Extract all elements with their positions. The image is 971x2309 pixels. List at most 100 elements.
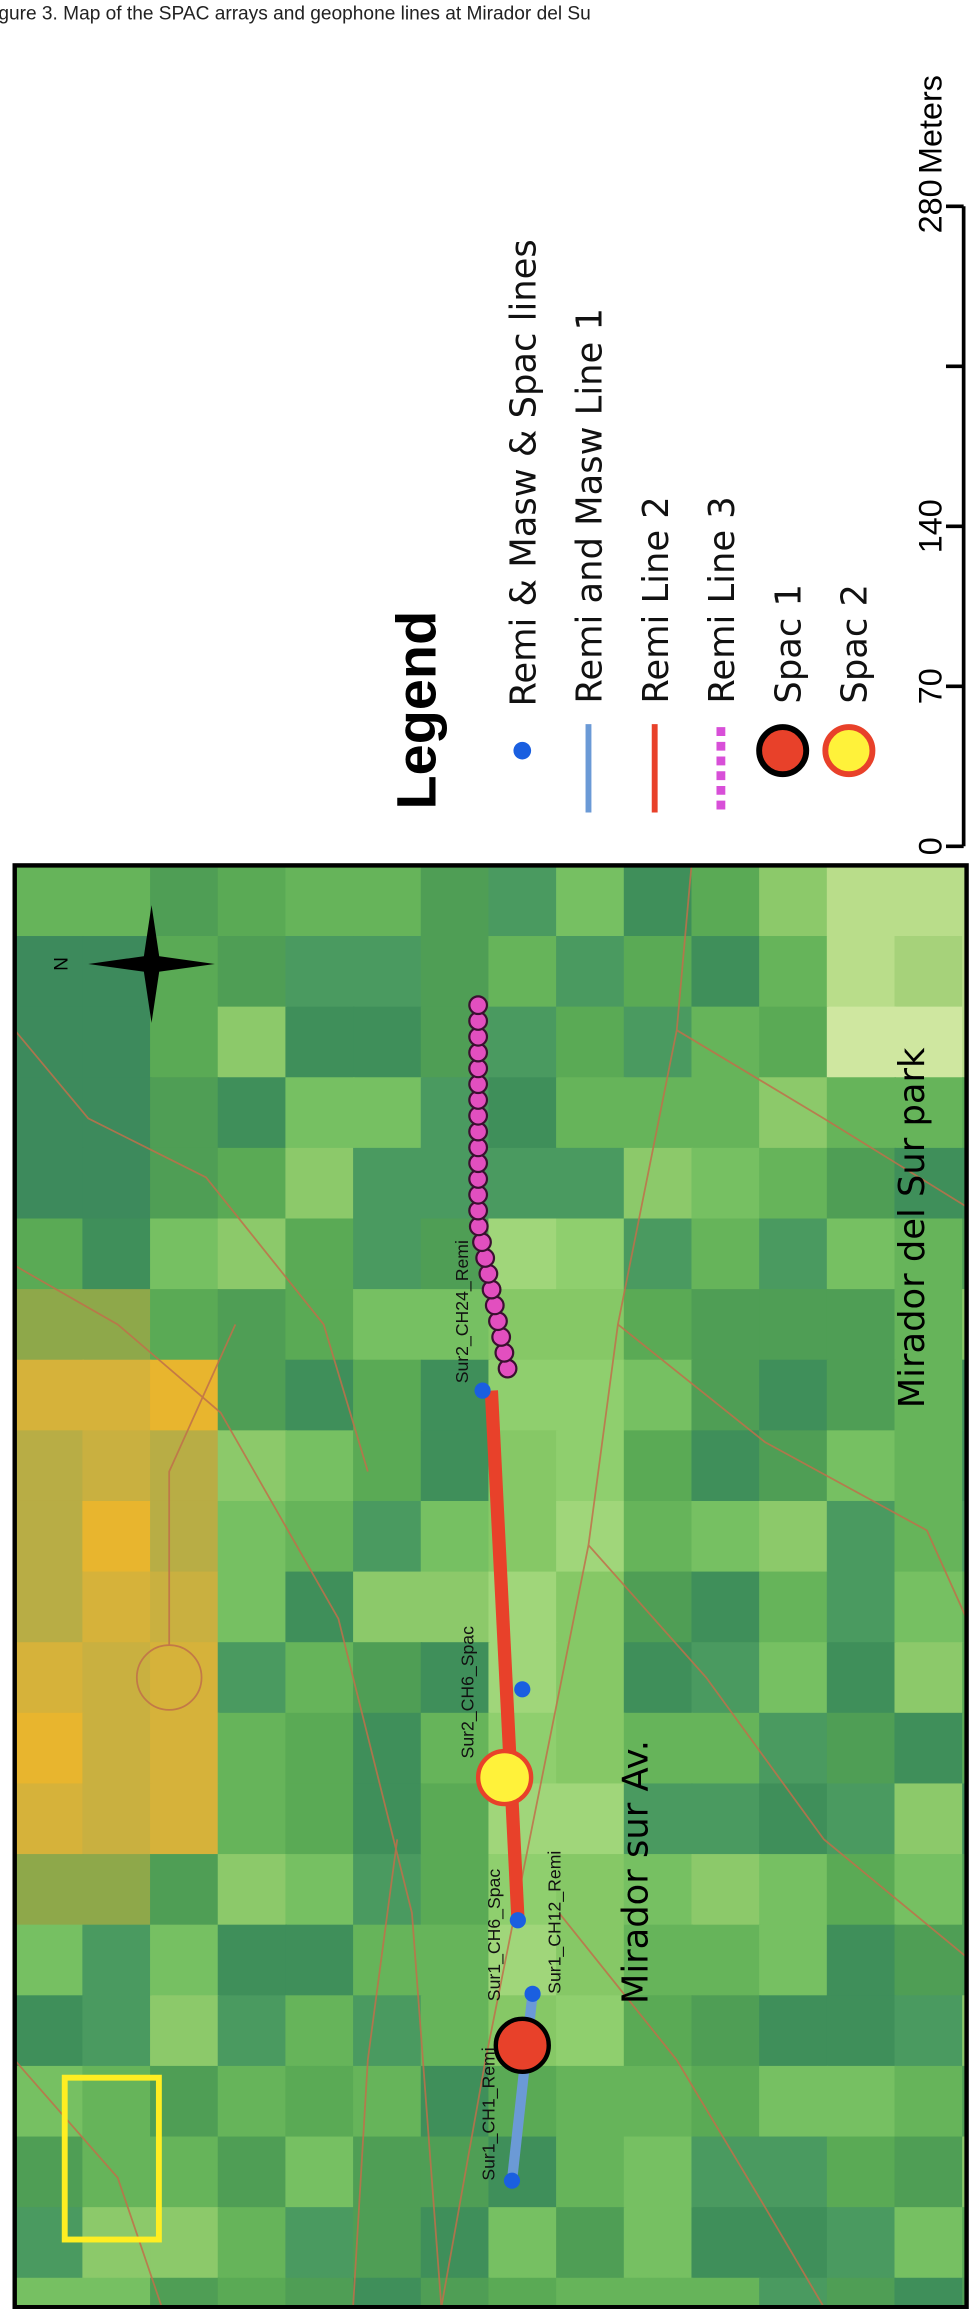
raster-cell	[827, 1360, 896, 1432]
raster-cell	[150, 1077, 219, 1149]
raster-cell	[285, 2066, 354, 2138]
raster-cell	[624, 1077, 693, 1149]
raster-cell	[285, 1925, 354, 1997]
raster-cell	[691, 1218, 760, 1290]
legend-label: Remi and Masw Line 1	[570, 308, 611, 703]
raster-cell	[15, 1218, 84, 1290]
line-3-point	[480, 1265, 498, 1283]
raster-cell	[218, 1925, 287, 1997]
raster-cell	[759, 1572, 828, 1644]
raster-cell	[82, 1360, 151, 1432]
raster-cell	[691, 1572, 760, 1644]
raster-cell	[894, 2137, 963, 2209]
raster-cell	[691, 1783, 760, 1855]
north-label: N	[52, 957, 73, 971]
raster-cell	[353, 1360, 422, 1432]
legend: Legend Remi & Masw & Spac lines Remi and …	[384, 239, 875, 812]
raster-cell	[15, 1360, 84, 1432]
raster-cell	[353, 1501, 422, 1573]
raster-cell	[827, 2066, 896, 2138]
raster-cell	[150, 1501, 219, 1573]
raster-cell	[827, 1430, 896, 1502]
raster-cell	[150, 1289, 219, 1361]
raster-cell	[556, 1007, 625, 1079]
scale-bar: 070140280Meters	[913, 75, 964, 855]
raster-cell	[218, 936, 287, 1008]
point	[524, 1986, 540, 2002]
raster-cell	[82, 865, 151, 937]
raster-cell	[285, 1077, 354, 1149]
raster-cell	[691, 1007, 760, 1079]
raster-cell	[827, 1713, 896, 1785]
raster-cell	[82, 1783, 151, 1855]
line-3-point	[483, 1281, 501, 1299]
raster-cell	[150, 1854, 219, 1926]
raster-cell	[150, 1007, 219, 1079]
raster-cell	[218, 1642, 287, 1714]
raster-cell	[285, 1995, 354, 2067]
scale-label: 280	[913, 179, 949, 233]
raster-cell	[353, 1995, 422, 2067]
park-label: Mirador del Sur park	[892, 1047, 933, 1408]
raster-cell	[827, 2137, 896, 2209]
raster-cell	[353, 1077, 422, 1149]
raster-cell	[82, 1430, 151, 1502]
raster-cell	[556, 865, 625, 937]
raster-cell	[624, 1289, 693, 1361]
raster-cell	[150, 1430, 219, 1502]
raster-cell	[827, 1572, 896, 1644]
raster-cell	[488, 1077, 557, 1149]
raster-cell	[894, 2278, 963, 2309]
raster-cell	[285, 2278, 354, 2309]
raster-cell	[624, 1007, 693, 1079]
raster-cell	[15, 2137, 84, 2209]
raster-cell	[624, 2207, 693, 2279]
raster-cell	[759, 2066, 828, 2138]
raster-cell	[82, 2137, 151, 2209]
raster-cell	[15, 1572, 84, 1644]
raster-cell	[691, 1501, 760, 1573]
raster-cell	[421, 2207, 490, 2279]
raster-cell	[218, 1077, 287, 1149]
raster-cell	[150, 1642, 219, 1714]
raster-cell	[82, 1925, 151, 1997]
raster-cell	[556, 1077, 625, 1149]
raster-cell	[624, 1572, 693, 1644]
point-label: Sur1_CH1_Remi	[478, 2047, 499, 2180]
raster-cell	[15, 1501, 84, 1573]
raster-cell	[285, 1289, 354, 1361]
raster-cell	[556, 2278, 625, 2309]
raster-cell	[759, 1642, 828, 1714]
raster-cell	[421, 865, 490, 937]
point-label: Sur1_CH12_Remi	[545, 1851, 566, 1994]
raster-cell	[218, 865, 287, 937]
raster-cell	[894, 1995, 963, 2067]
raster-cell	[556, 2207, 625, 2279]
raster-cell	[218, 1289, 287, 1361]
line-3-point	[499, 1360, 517, 1378]
legend-label: Remi & Masw & Spac lines	[504, 239, 545, 706]
raster-cell	[421, 1430, 490, 1502]
raster-cell	[218, 1360, 287, 1432]
raster-cell	[691, 1430, 760, 1502]
raster-cell	[15, 1854, 84, 1926]
raster-cell	[285, 1430, 354, 1502]
raster-cell	[150, 1925, 219, 1997]
raster-cell	[353, 1713, 422, 1785]
raster-cell	[827, 1077, 896, 1149]
raster-cell	[150, 936, 219, 1008]
raster-cell	[150, 1572, 219, 1644]
raster-cell	[15, 865, 84, 937]
raster-cell	[488, 936, 557, 1008]
raster-cell	[353, 1289, 422, 1361]
legend-title: Legend	[384, 611, 447, 810]
raster-cell	[218, 1783, 287, 1855]
raster-cell	[218, 1995, 287, 2067]
line-3-point	[486, 1297, 504, 1315]
raster-cell	[488, 1218, 557, 1290]
raster-cell	[894, 1642, 963, 1714]
raster-cell	[218, 1007, 287, 1079]
raster-cell	[556, 1995, 625, 2067]
raster-cell	[285, 1783, 354, 1855]
raster-cell	[150, 1218, 219, 1290]
